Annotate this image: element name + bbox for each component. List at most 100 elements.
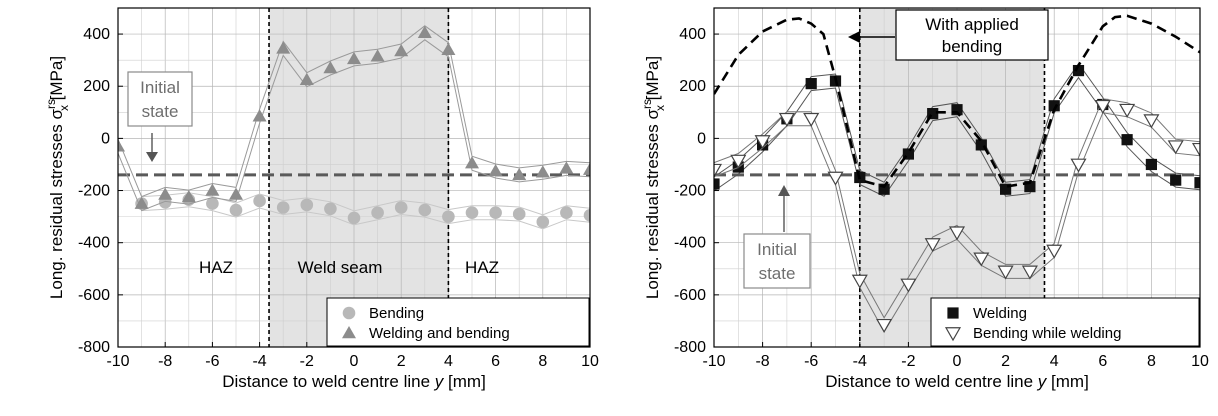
series-group	[714, 14, 1200, 334]
y-axis-label-sub: x	[57, 105, 71, 111]
applied-bending-label-1: With applied	[925, 15, 1019, 34]
haz-left-label: HAZ	[199, 258, 233, 277]
y-axis-label: Long. residual stresses σrsx [MPa]	[640, 56, 667, 299]
chart-right: -10 -8 -6 -4 -2 0 2 4 6 8 10 -800 -600 -400 -200 0 200 40…	[640, 7, 1209, 391]
initial-state-arrowhead	[146, 152, 158, 162]
x-tick-label: 4	[444, 353, 453, 370]
data-point	[1024, 181, 1036, 193]
x-tick-label: 0	[953, 353, 962, 370]
data-point	[417, 25, 432, 39]
haz-right-label: HAZ	[465, 258, 499, 277]
data-point	[300, 198, 314, 212]
x-tick-label: 8	[538, 353, 547, 370]
data-point	[299, 72, 314, 85]
data-point	[583, 209, 590, 222]
initial-state-box	[127, 71, 193, 127]
data-point	[778, 112, 795, 128]
initial-state-label-2: state	[142, 102, 179, 121]
legend-marker	[947, 307, 959, 319]
data-point	[927, 108, 939, 120]
data-point	[347, 211, 361, 225]
applied-bending-curve	[714, 14, 1200, 189]
data-point	[948, 226, 966, 241]
x-tick-label: -4	[853, 353, 867, 370]
data-point	[441, 42, 456, 55]
x-axis-label: Distance to weld centre line y [mm]	[222, 372, 486, 391]
data-point	[465, 206, 479, 220]
data-point	[181, 190, 196, 203]
legend-box	[930, 297, 1200, 347]
x-tick-label: -10	[106, 353, 129, 370]
x-tick-label: 0	[350, 353, 359, 370]
y-axis-label-unit: [MPa]	[47, 56, 66, 105]
data-point	[347, 51, 361, 65]
data-point	[827, 171, 844, 186]
y-tick-label: 400	[83, 26, 110, 43]
weld-seam-label: Weld seam	[298, 258, 383, 277]
y-axis-label-sup: rs	[44, 99, 58, 109]
y-tick-label: 0	[697, 130, 706, 147]
y-axis-label-sub: x	[653, 105, 667, 111]
data-point	[997, 265, 1014, 280]
data-point	[158, 187, 173, 200]
legend-label: Welding	[973, 305, 1027, 322]
legend-label: Bending while welding	[973, 325, 1121, 342]
data-point	[489, 206, 502, 220]
x-tick-label: 2	[397, 353, 406, 370]
data-point	[134, 196, 149, 209]
y-tick-label: -400	[674, 235, 706, 252]
x-tick-label: 10	[1191, 353, 1209, 370]
data-point	[1167, 140, 1184, 155]
x-axis-label-main: Distance to weld centre line	[222, 372, 435, 391]
data-point	[876, 318, 893, 334]
data-point	[252, 109, 267, 122]
data-point	[418, 203, 432, 217]
x-axis-label: Distance to weld centre line y [mm]	[825, 372, 1089, 391]
data-point	[324, 202, 337, 216]
x-axis-label-unit: [mm]	[443, 372, 486, 391]
data-point	[951, 104, 963, 116]
data-point	[1072, 64, 1085, 77]
legend-marker	[944, 327, 962, 342]
data-point	[1170, 174, 1182, 186]
series-band-line	[714, 76, 1200, 197]
legend-label: Bending	[369, 305, 424, 322]
y-tick-label: -400	[78, 235, 110, 252]
data-point	[229, 203, 243, 217]
data-point	[714, 163, 723, 178]
y-axis-label-unit: [MPa]	[643, 56, 662, 105]
y-tick-label: -800	[78, 339, 110, 356]
x-axis-label-var: y	[434, 372, 445, 391]
y-axis-label-main: Long. residual stresses σ	[643, 109, 662, 300]
legend-label: Welding and bending	[369, 325, 510, 342]
x-axis-label-unit: [mm]	[1046, 372, 1089, 391]
legend-box	[326, 297, 590, 347]
y-tick-label: 0	[101, 130, 110, 147]
x-tick-label: -6	[804, 353, 818, 370]
initial-state-box	[743, 233, 811, 289]
data-point	[1191, 142, 1200, 158]
data-point	[1143, 114, 1160, 129]
data-point	[535, 165, 550, 178]
x-tick-label: -10	[702, 353, 725, 370]
data-point	[118, 139, 125, 152]
x-tick-label: -4	[252, 353, 266, 370]
data-point	[900, 278, 917, 293]
data-point	[975, 139, 987, 151]
y-tick-label: -200	[78, 183, 110, 200]
weld-region-shading	[859, 8, 1045, 347]
data-point	[253, 194, 266, 208]
data-point	[730, 154, 747, 169]
data-point	[851, 274, 868, 289]
data-point	[1046, 244, 1063, 259]
series-band-line	[141, 206, 590, 230]
data-point	[512, 207, 526, 221]
data-point	[1021, 265, 1038, 280]
data-point	[276, 41, 291, 54]
x-tick-label: 6	[491, 353, 500, 370]
x-axis-label-var: y	[1037, 372, 1048, 391]
chart-left: -10 -8 -6 -4 -2 0 2 4 6 8 10 -800 -600 -400 -200 0 200 40…	[44, 7, 599, 391]
legend-marker	[342, 306, 356, 320]
y-tick-label: -800	[674, 339, 706, 356]
y-axis-label-main: Long. residual stresses σ	[47, 109, 66, 300]
